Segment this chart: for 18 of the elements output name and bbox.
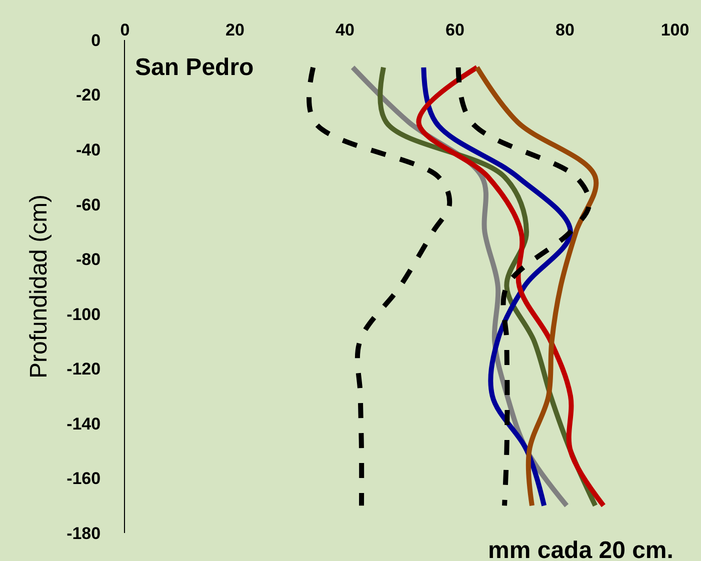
y-axis-title: Profundidad (cm) [26,194,53,379]
y-tick-label: -160 [66,469,101,488]
y-tick-label: -20 [76,86,101,105]
x-tick-label: 60 [446,20,464,40]
y-tick-label: -60 [76,195,101,214]
x-tick-label: 100 [660,20,690,40]
x-tick-label: 0 [120,20,130,40]
x-axis-title: mm cada 20 cm. [488,537,674,561]
text: San Pedro [135,54,254,81]
x-tick-label: 80 [556,20,574,40]
y-tick-label: -120 [66,360,101,379]
y-tick-label: -140 [66,414,101,434]
x-tick-label: 20 [226,20,244,40]
y-tick-label: -40 [76,140,101,160]
y-tick-label: -180 [66,524,101,543]
x-tick-label: 40 [336,20,354,40]
y-tick-label: -80 [76,250,101,270]
y-tick-label: -100 [66,304,101,324]
